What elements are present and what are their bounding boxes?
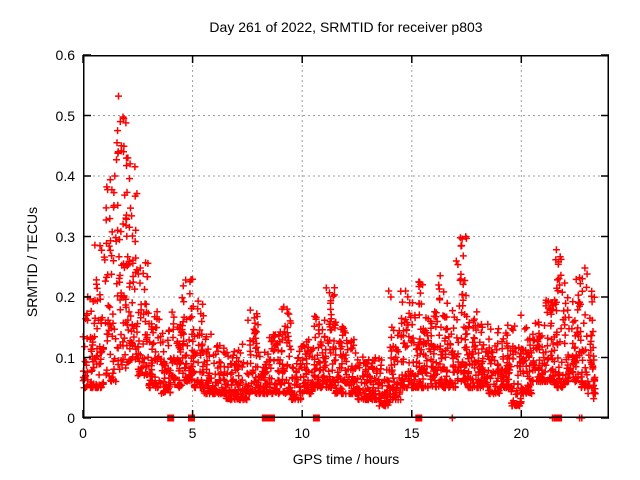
scatter-points	[79, 92, 599, 422]
chart-title: Day 261 of 2022, SRMTID for receiver p80…	[209, 19, 483, 35]
x-tick-label: 0	[79, 425, 87, 441]
x-tick-label: 10	[294, 425, 310, 441]
plot-area	[79, 54, 609, 422]
x-axis-label: GPS time / hours	[292, 451, 400, 467]
y-tick-label: 0	[67, 410, 75, 426]
y-tick-label: 0.2	[55, 289, 75, 305]
y-tick-label: 0.1	[55, 349, 75, 366]
y-tick-label: 0.3	[55, 228, 75, 245]
y-tick-label: 0.4	[55, 168, 75, 184]
x-tick-label: 15	[403, 425, 420, 441]
x-tick-label: 20	[513, 425, 530, 441]
y-tick-label: 0.5	[55, 107, 75, 124]
y-tick-label: 0.6	[55, 47, 75, 63]
y-axis-label: SRMTID / TECUs	[24, 206, 40, 318]
x-tick-label: 5	[188, 425, 197, 441]
